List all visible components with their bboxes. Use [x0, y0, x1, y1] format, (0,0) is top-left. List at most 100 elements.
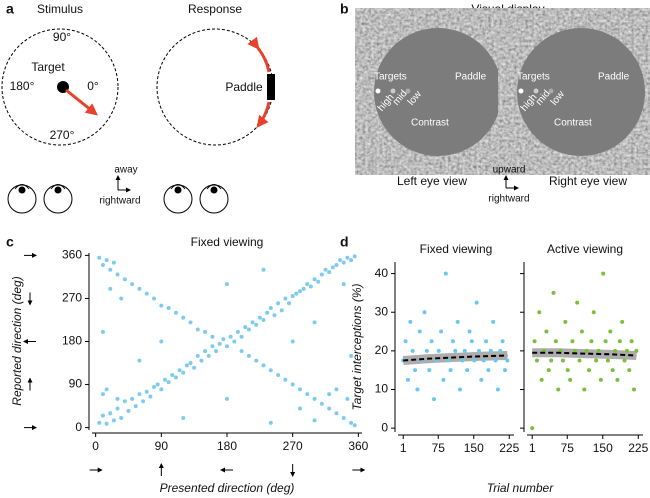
x-tick-label: 180 — [217, 439, 237, 453]
data-point — [305, 282, 310, 287]
data-point — [486, 368, 491, 373]
data-point — [115, 406, 120, 411]
data-point — [181, 370, 186, 375]
data-point — [415, 387, 420, 392]
data-point — [100, 262, 105, 267]
data-point — [613, 348, 618, 353]
data-point — [345, 255, 350, 260]
y-axis-label: Reported direction (deg) — [10, 276, 24, 405]
y-tick-label: 180 — [62, 334, 82, 348]
x-tick-label: 150 — [593, 441, 613, 455]
data-point — [349, 420, 354, 425]
data-point — [582, 387, 587, 392]
data-point — [166, 380, 171, 385]
data-point — [250, 320, 255, 325]
data-point — [246, 353, 251, 358]
x-tick-label: 270 — [283, 439, 303, 453]
data-point — [334, 262, 339, 267]
paddle-arrow — [256, 101, 271, 128]
x-tick-label: 225 — [499, 441, 519, 455]
y-tick-label: 270 — [62, 291, 82, 305]
data-point — [434, 358, 439, 363]
x-tick-label: 360 — [348, 439, 368, 453]
data-point — [225, 344, 229, 349]
data-point — [225, 282, 229, 287]
data-point — [297, 406, 302, 411]
data-point — [148, 394, 153, 399]
data-point — [199, 358, 204, 363]
data-point — [137, 286, 142, 291]
data-point — [345, 396, 350, 401]
data-point — [312, 418, 317, 423]
data-point — [316, 279, 321, 284]
data-point — [144, 389, 149, 394]
data-point — [495, 387, 500, 392]
data-point — [627, 368, 632, 373]
data-point — [544, 329, 549, 334]
data-point — [155, 382, 160, 387]
data-point — [268, 306, 273, 311]
data-point — [119, 416, 124, 421]
y-tick-label: 10 — [375, 382, 389, 396]
data-point — [608, 329, 613, 334]
data-point — [126, 408, 131, 413]
data-point — [615, 377, 620, 382]
data-point — [431, 397, 436, 402]
data-point — [111, 260, 116, 265]
data-point — [429, 339, 434, 344]
data-point — [572, 348, 577, 353]
data-point — [210, 334, 215, 339]
data-point — [297, 387, 302, 392]
data-point — [228, 334, 233, 339]
eyes — [7, 184, 229, 214]
data-point — [484, 339, 489, 344]
data-point — [323, 267, 328, 272]
angle-label: 270° — [50, 128, 75, 142]
x-tick-label: 75 — [432, 441, 446, 455]
data-point — [553, 339, 558, 344]
data-point — [137, 392, 142, 397]
data-point — [568, 377, 573, 382]
data-point — [152, 384, 157, 389]
data-point — [210, 344, 215, 349]
data-point — [203, 349, 208, 354]
panel-heading: Stimulus — [37, 2, 83, 16]
data-point — [605, 358, 610, 363]
data-point — [469, 339, 474, 344]
x-tick-label: 150 — [464, 441, 484, 455]
fit-line — [532, 351, 637, 357]
y-tick-label: 90 — [69, 377, 83, 391]
data-point — [503, 368, 508, 373]
stimulus-circle — [1, 28, 119, 146]
x-axis-label: Trial number — [487, 481, 554, 495]
data-point — [122, 399, 127, 404]
y-tick-label: 20 — [375, 343, 389, 357]
data-point — [458, 387, 463, 392]
data-point — [221, 337, 226, 342]
data-point — [239, 349, 244, 354]
y-tick-label: 0 — [75, 420, 82, 434]
data-point — [214, 349, 219, 354]
data-point — [272, 313, 277, 318]
data-point — [108, 411, 113, 416]
data-point — [100, 413, 105, 418]
data-point — [474, 300, 479, 305]
data-point — [493, 358, 498, 363]
data-point — [455, 319, 460, 324]
data-point — [632, 387, 637, 392]
data-point — [312, 396, 317, 401]
data-point — [232, 339, 237, 344]
data-point — [170, 372, 175, 377]
data-point — [565, 368, 570, 373]
data-point — [166, 306, 171, 311]
data-point — [297, 289, 302, 294]
panel-b: b Visual display Targets Paddle high mid… — [340, 1, 650, 205]
data-point — [634, 348, 639, 353]
data-point — [290, 382, 295, 387]
angle-label: 180° — [10, 79, 35, 93]
data-point — [448, 368, 453, 373]
chart-title: Fixed viewing — [420, 242, 493, 256]
x-tick-label: 1 — [529, 441, 536, 455]
data-point — [144, 291, 149, 296]
